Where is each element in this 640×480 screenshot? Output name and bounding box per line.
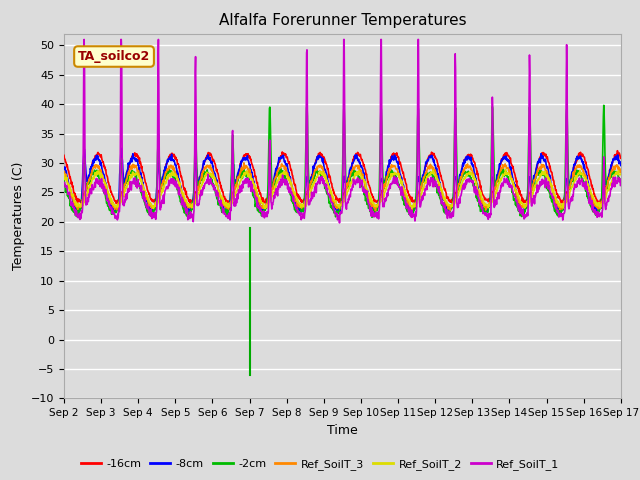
-2cm <box>184 211 192 217</box>
-8cm <box>171 159 179 165</box>
-2cm <box>171 176 179 182</box>
Ref_SoilT_2 <box>60 171 68 177</box>
Ref_SoilT_1 <box>552 204 559 210</box>
-16cm <box>184 195 191 201</box>
Title: Alfalfa Forerunner Temperatures: Alfalfa Forerunner Temperatures <box>219 13 466 28</box>
-16cm <box>170 153 178 158</box>
-16cm <box>246 155 254 160</box>
Ref_SoilT_2 <box>617 171 625 177</box>
Line: Ref_SoilT_2: Ref_SoilT_2 <box>64 169 621 208</box>
Ref_SoilT_1 <box>617 182 625 188</box>
Ref_SoilT_1 <box>184 213 192 218</box>
Ref_SoilT_2 <box>246 175 254 181</box>
Ref_SoilT_3 <box>60 169 68 175</box>
-8cm <box>617 163 625 168</box>
Legend: -16cm, -8cm, -2cm, Ref_SoilT_3, Ref_SoilT_2, Ref_SoilT_1: -16cm, -8cm, -2cm, Ref_SoilT_3, Ref_Soil… <box>76 455 564 474</box>
Ref_SoilT_3 <box>429 165 437 170</box>
Line: Ref_SoilT_3: Ref_SoilT_3 <box>64 163 621 211</box>
-2cm <box>502 168 509 174</box>
Ref_SoilT_2 <box>502 167 509 172</box>
-16cm <box>614 148 621 154</box>
Ref_SoilT_1 <box>246 183 254 189</box>
Ref_SoilT_2 <box>184 202 192 208</box>
-8cm <box>371 211 378 216</box>
Line: Ref_SoilT_1: Ref_SoilT_1 <box>64 39 621 223</box>
Ref_SoilT_1 <box>335 220 343 226</box>
Ref_SoilT_2 <box>150 205 157 211</box>
-16cm <box>551 183 559 189</box>
Ref_SoilT_1 <box>60 180 68 186</box>
Ref_SoilT_3 <box>184 204 191 210</box>
-2cm <box>148 215 156 220</box>
Ref_SoilT_3 <box>617 169 625 175</box>
Ref_SoilT_2 <box>429 168 437 173</box>
Ref_SoilT_3 <box>246 174 254 180</box>
Ref_SoilT_3 <box>372 208 380 214</box>
Ref_SoilT_3 <box>552 197 559 203</box>
X-axis label: Time: Time <box>327 424 358 437</box>
-16cm <box>596 201 604 206</box>
Ref_SoilT_1 <box>171 182 179 188</box>
Ref_SoilT_2 <box>171 170 179 176</box>
-8cm <box>60 166 68 172</box>
Line: -16cm: -16cm <box>64 151 621 204</box>
Ref_SoilT_1 <box>429 175 437 180</box>
Ref_SoilT_3 <box>170 168 178 174</box>
Line: -8cm: -8cm <box>64 148 621 214</box>
-2cm <box>429 173 437 179</box>
-16cm <box>429 150 436 156</box>
-8cm <box>429 159 437 165</box>
-2cm <box>246 182 254 188</box>
-8cm <box>246 169 254 175</box>
-16cm <box>60 153 68 158</box>
-16cm <box>617 156 625 161</box>
Ref_SoilT_3 <box>240 160 248 166</box>
-16cm <box>502 152 509 157</box>
Line: -2cm: -2cm <box>64 105 621 217</box>
-8cm <box>184 206 192 212</box>
Ref_SoilT_1 <box>80 36 88 42</box>
-2cm <box>551 207 559 213</box>
-8cm <box>552 198 559 204</box>
Ref_SoilT_2 <box>502 171 510 177</box>
-2cm <box>600 102 607 108</box>
-2cm <box>60 176 68 181</box>
-2cm <box>617 178 625 183</box>
Ref_SoilT_2 <box>552 193 559 199</box>
Ref_SoilT_3 <box>502 164 510 170</box>
-8cm <box>502 154 510 159</box>
-8cm <box>117 145 125 151</box>
Y-axis label: Temperatures (C): Temperatures (C) <box>12 162 26 270</box>
Ref_SoilT_1 <box>502 178 510 184</box>
Text: TA_soilco2: TA_soilco2 <box>78 50 150 63</box>
